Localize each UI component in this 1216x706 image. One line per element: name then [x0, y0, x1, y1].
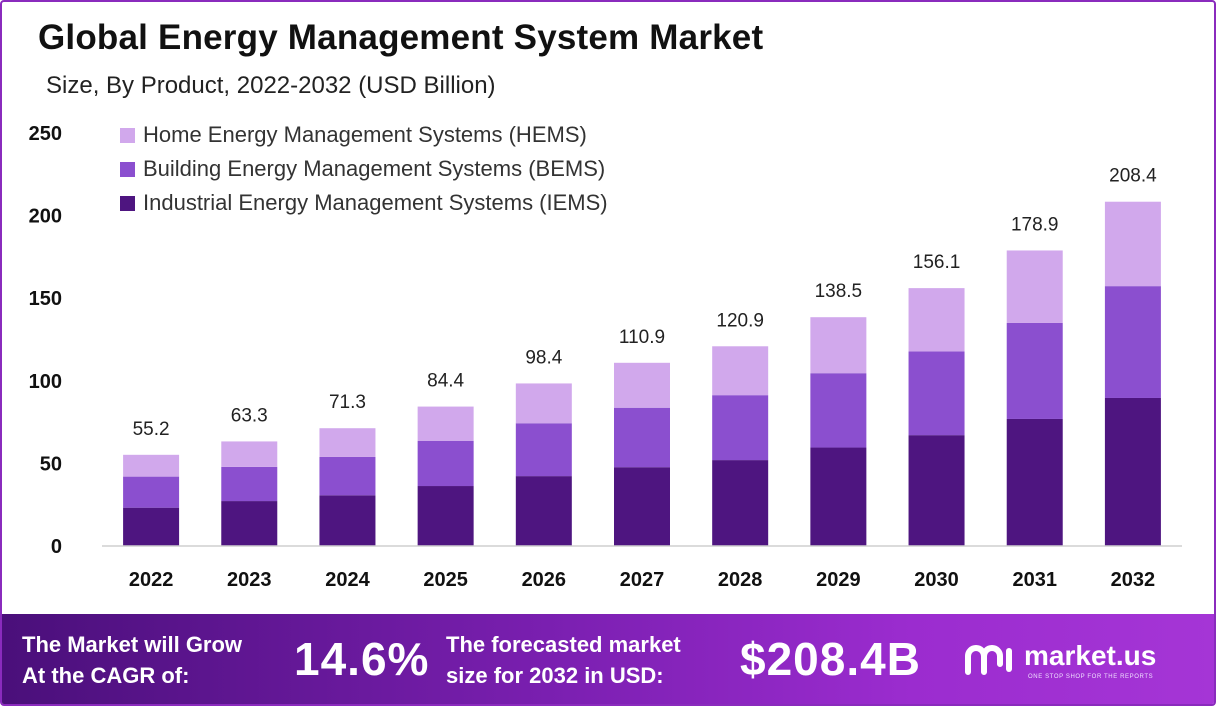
bar-segment-bems-2025: [417, 440, 474, 487]
total-label-2023: 63.3: [231, 405, 268, 426]
cagr-value: 14.6%: [294, 633, 430, 685]
bar-segment-iems-2030: [908, 435, 965, 546]
y-axis: 0 50 100 150 200 250: [29, 123, 62, 558]
bar-segment-bems-2023: [221, 466, 278, 502]
bar-segment-hems-2032: [1104, 201, 1161, 287]
legend-swatch-bems: [120, 161, 135, 177]
x-tick-label-2031: 2031: [1012, 569, 1057, 591]
legend: Home Energy Management Systems (HEMS) Bu…: [120, 118, 608, 220]
cagr-caption: The Market will Grow At the CAGR of:: [22, 629, 242, 691]
y-tick-label: 0: [51, 536, 62, 558]
total-label-2028: 120.9: [716, 310, 764, 331]
cagr-caption-line1: The Market will Grow: [22, 632, 243, 657]
bar-segment-bems-2032: [1104, 286, 1161, 398]
summary-banner: The Market will Grow At the CAGR of: 14.…: [2, 614, 1214, 704]
x-axis: 2022 2023 2024 2025 2026 2027 2028 2029 2030 2031…: [102, 545, 1182, 591]
total-label-2027: 110.9: [619, 327, 665, 348]
forecast-value: $208.4B: [740, 633, 921, 685]
bars: [123, 201, 1161, 546]
total-label-2030: 156.1: [913, 252, 961, 273]
total-label-2029: 138.5: [815, 281, 863, 302]
bar-segment-bems-2026: [515, 423, 572, 477]
bar-segment-iems-2032: [1104, 397, 1161, 546]
x-tick-label-2027: 2027: [620, 569, 665, 591]
forecast-caption-line2: size for 2032 in USD:: [446, 663, 664, 688]
x-tick-label-2030: 2030: [914, 569, 959, 591]
x-tick-label-2029: 2029: [816, 569, 861, 591]
total-label-2026: 98.4: [525, 347, 562, 368]
legend-label-hems: Home Energy Management Systems (HEMS): [143, 122, 587, 147]
bar-segment-bems-2030: [908, 351, 965, 436]
x-tick-label-2026: 2026: [522, 569, 567, 591]
legend-label-iems: Industrial Energy Management Systems (IE…: [143, 190, 608, 215]
total-label-2025: 84.4: [427, 371, 464, 392]
y-tick-label: 50: [40, 453, 62, 475]
logo-name: market.us: [1024, 640, 1157, 671]
forecast-caption-line1: The forecasted market: [446, 632, 681, 657]
bar-segment-iems-2029: [810, 447, 867, 546]
bar-segment-iems-2027: [614, 467, 670, 546]
y-tick-label: 100: [29, 371, 62, 393]
legend-swatch-hems: [120, 127, 135, 143]
bar-segment-hems-2026: [515, 383, 572, 424]
chart-title: Global Energy Management System Market: [38, 18, 764, 57]
y-tick-label: 200: [29, 206, 62, 228]
bar-segment-hems-2030: [908, 288, 965, 352]
x-tick-label-2024: 2024: [325, 569, 370, 591]
cagr-caption-line2: At the CAGR of:: [22, 663, 190, 688]
bar-segment-bems-2024: [319, 456, 376, 496]
x-tick-label-2028: 2028: [718, 569, 763, 591]
bar-segment-iems-2031: [1006, 418, 1063, 546]
y-tick-label: 150: [29, 288, 62, 310]
bar-segment-iems-2028: [712, 460, 769, 546]
bar-segment-iems-2024: [319, 495, 376, 546]
bar-segment-hems-2025: [417, 406, 474, 441]
x-tick-label-2023: 2023: [227, 569, 272, 591]
bar-segment-hems-2022: [123, 454, 180, 477]
legend-label-bems: Building Energy Management Systems (BEMS…: [143, 156, 606, 181]
bar-segment-iems-2025: [417, 486, 474, 546]
legend-item-hems: Home Energy Management Systems (HEMS): [120, 118, 608, 152]
forecast-caption: The forecasted market size for 2032 in U…: [446, 629, 681, 691]
bar-segment-bems-2031: [1006, 322, 1063, 419]
x-tick-label-2022: 2022: [129, 569, 174, 591]
bar-segment-hems-2024: [319, 428, 376, 457]
bar-segment-iems-2022: [123, 507, 180, 546]
total-label-2031: 178.9: [1011, 214, 1059, 235]
logo-tagline: ONE STOP SHOP FOR THE REPORTS: [1028, 674, 1154, 680]
y-tick-label: 250: [29, 123, 62, 145]
x-tick-label-2032: 2032: [1111, 569, 1156, 591]
total-label-2032: 208.4: [1109, 166, 1157, 187]
bar-segment-hems-2027: [614, 362, 670, 408]
bar-segment-iems-2023: [221, 501, 278, 546]
total-label-2022: 55.2: [133, 419, 170, 440]
bar-segment-hems-2029: [810, 317, 867, 374]
x-tick-label-2025: 2025: [423, 569, 468, 591]
bar-segment-iems-2026: [515, 476, 572, 546]
stacked-bar-chart: 0 50 100 150 200 250 55.2 63.3 71.3 84.4 98.4 110.…: [29, 123, 1182, 591]
legend-item-iems: Industrial Energy Management Systems (IE…: [120, 186, 608, 220]
bar-segment-hems-2031: [1006, 250, 1063, 323]
bar-segment-bems-2027: [614, 407, 670, 468]
bar-segment-bems-2022: [123, 476, 180, 508]
bar-segment-bems-2028: [712, 395, 769, 461]
legend-swatch-iems: [120, 195, 135, 211]
bar-segment-hems-2023: [221, 441, 278, 467]
total-labels: 55.2 63.3 71.3 84.4 98.4 110.9 120.9 138.5 156.1…: [133, 166, 1158, 440]
bar-segment-bems-2029: [810, 373, 867, 448]
chart-subtitle: Size, By Product, 2022-2032 (USD Billion…: [46, 72, 496, 99]
bar-segment-hems-2028: [712, 346, 769, 396]
legend-item-bems: Building Energy Management Systems (BEMS…: [120, 152, 608, 186]
total-label-2024: 71.3: [329, 392, 366, 413]
market-us-logo-icon: [965, 645, 1012, 675]
